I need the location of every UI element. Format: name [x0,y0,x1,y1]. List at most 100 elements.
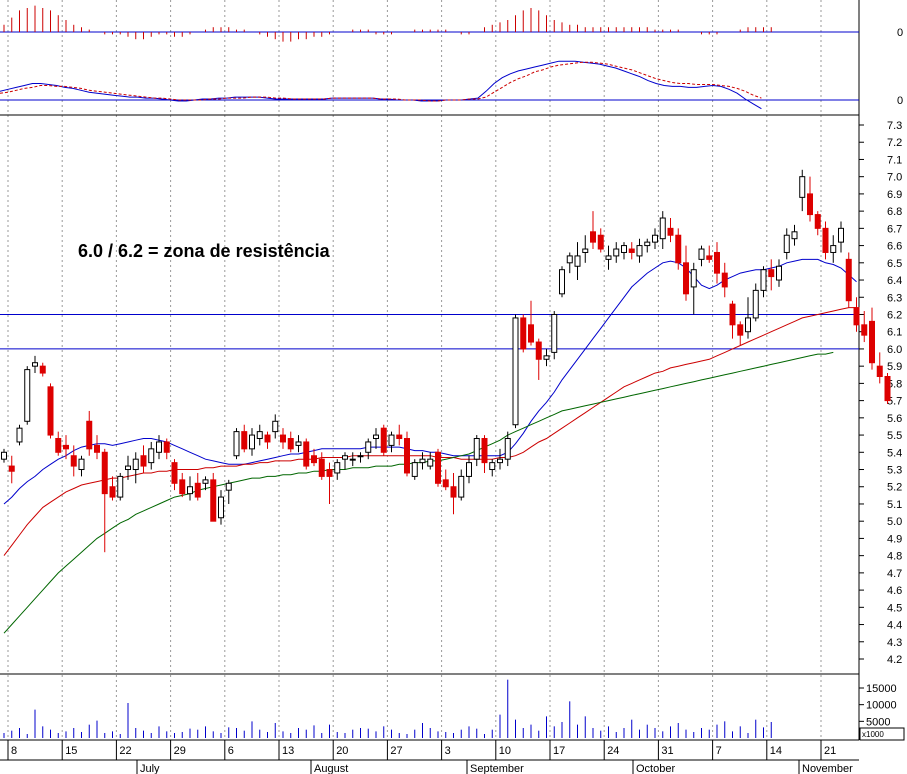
price-panel: 7.3 7.2 7.1 7.0 6.9 6.8 6.7 6.6 6.5 6.4 6.3 6.2 6.1 6… [0,120,902,666]
y-tick-label: 6.7 [887,223,902,235]
date-label: 14 [770,745,782,757]
candle-body [489,462,496,471]
candle-body [303,441,310,467]
candle-body [179,479,186,495]
candle-body [543,355,550,360]
candle-body [574,255,581,267]
candle-body [32,362,38,367]
candle-body [78,458,85,471]
y-tick-label: 5.1 [887,499,902,511]
candle-body [156,441,162,453]
candle-body [644,241,651,247]
vertical-grid [7,0,822,740]
candle-body [94,444,100,453]
y-tick-label: 5.6 [887,413,902,425]
candle-body [745,317,751,333]
date-label: 13 [282,745,294,757]
zero-label: 0 [897,27,903,39]
candle-body [101,451,108,495]
candle-body [47,386,54,436]
candle-body [876,365,883,377]
candle-body [396,434,403,440]
candle-body [838,227,844,243]
candle-body [16,427,23,443]
month-label: November [802,763,853,774]
y-tick-label: 10000 [866,700,897,712]
candle-body [365,441,372,453]
candle-body [1,451,7,460]
candle-body [683,262,689,295]
candle-body [497,458,503,464]
candle-body [659,217,666,240]
candle-body [70,455,77,467]
candle-body [233,431,240,457]
candle-body [582,248,589,253]
candle-body [295,441,302,446]
candle-body [194,482,201,498]
histogram-panel: 0 [0,5,903,42]
candle-body [39,365,46,374]
y-tick-label: 5.7 [887,396,902,408]
candle-body [55,438,62,453]
candle-body [435,451,441,484]
candle-body [783,234,790,253]
y-tick-label: 4.7 [887,568,902,580]
candle-body [597,234,604,250]
date-label: 15 [65,745,77,757]
y-tick-label: 4.2 [887,654,902,666]
candle-body [125,465,131,471]
candle-body [450,486,457,498]
candle-body [202,479,209,484]
candle-body [326,469,333,477]
candle-body [380,427,387,453]
oscillator-signal-line [0,61,762,102]
y-tick-label: 5.0 [887,516,902,528]
y-tick-label: 7.3 [887,120,902,132]
candle-body [342,455,348,460]
y-tick-label: 5.8 [887,378,902,390]
candle-body [590,231,596,243]
candle-body [458,475,465,498]
unit-label: x1000 [862,730,884,739]
candle-body [256,431,263,440]
date-label: 10 [499,745,511,757]
unit-box [859,727,905,741]
y-tick-label: 4.3 [887,637,902,649]
candle-body [8,465,15,472]
y-tick-label: 6.0 [887,344,902,356]
candle-body [163,441,170,453]
candle-body [822,227,829,253]
candle-body [566,255,573,264]
y-tick-label: 5000 [866,716,890,728]
candle-body [636,245,643,257]
y-tick-label: 5.5 [887,430,902,442]
candle-body [241,431,248,450]
date-label: 24 [607,745,619,757]
candle-body [210,479,217,522]
date-label: 7 [716,745,722,757]
date-axis: 8 15 22 29 6 13 20 27 3 10 17 24 31 7 14 21 July August Se… [0,740,859,774]
candle-body [225,482,232,491]
candle-body [621,245,627,253]
panel-frames [0,0,860,741]
candle-body [63,444,69,450]
y-tick-label: 6.8 [887,206,902,218]
candle-body [814,214,821,229]
date-label: 31 [661,745,673,757]
candle-body [830,245,837,253]
candle-body [481,438,488,464]
month-label: September [470,763,524,774]
candle-body [698,248,705,260]
candle-body [504,438,511,460]
y-tick-label: 6.9 [887,189,902,201]
y-tick-label: 4.4 [887,620,902,632]
month-label: July [140,763,160,774]
date-label: 27 [390,745,402,757]
date-label: 22 [119,745,131,757]
candle-body [264,434,271,443]
candle-body [318,458,325,477]
candle-body [714,251,720,274]
candle-body [140,455,147,467]
candle-body [427,458,434,467]
